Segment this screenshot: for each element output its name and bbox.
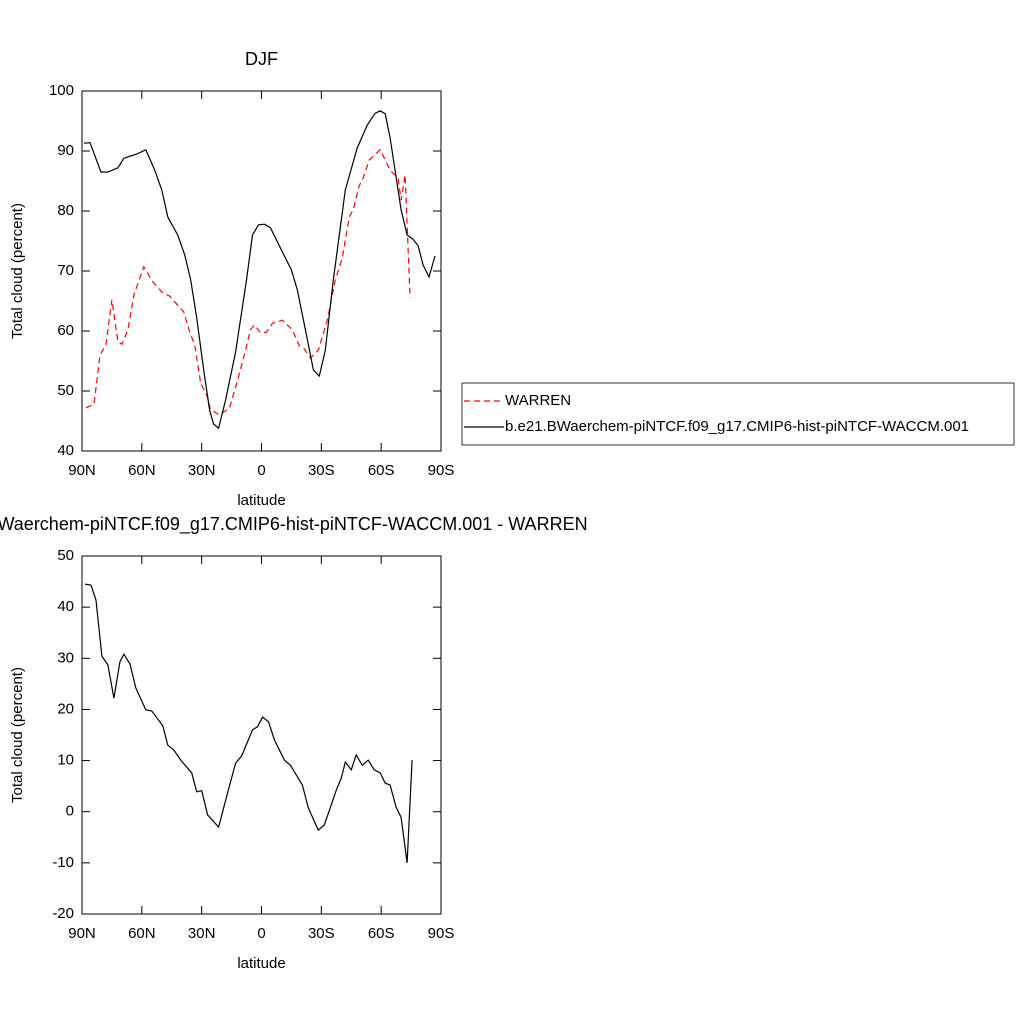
x-tick-label: 90N [68,925,96,942]
x-tick-label: 60S [368,925,395,942]
y-tick-label: 0 [66,803,74,820]
y-tick-label: 40 [57,598,74,615]
y-tick-label: 20 [57,700,74,717]
x-tick-label: 90S [428,462,455,479]
x-tick-label: 30N [188,925,216,942]
data-line [85,148,411,416]
x-tick-label: 60S [368,462,395,479]
y-tick-label: -10 [52,854,74,871]
x-tick-label: 30S [308,462,335,479]
chart-title: b.e21.BWaerchem-piNTCF.f09_g17.CMIP6-his… [0,514,588,535]
x-tick-label: 30S [308,925,335,942]
x-axis-label: latitude [237,955,285,972]
y-tick-label: 10 [57,752,74,769]
y-tick-label: 50 [57,547,74,564]
x-tick-label: 90S [428,925,455,942]
x-tick-label: 60N [128,925,156,942]
data-line [84,583,413,863]
y-tick-label: 100 [49,82,74,99]
y-tick-label: 40 [57,442,74,459]
y-tick-label: 80 [57,202,74,219]
y-tick-label: 70 [57,262,74,279]
y-tick-label: 60 [57,322,74,339]
x-axis-label: latitude [237,492,285,509]
data-line [83,110,436,430]
plot-frame [81,555,442,915]
y-tick-label: 50 [57,382,74,399]
y-tick-label: -20 [52,905,74,922]
legend-label: WARREN [505,392,571,409]
x-tick-label: 30N [188,462,216,479]
y-tick-label: 90 [57,142,74,159]
legend-box [461,382,1015,446]
x-tick-label: 60N [128,462,156,479]
y-axis-label: Total cloud (percent) [9,203,26,339]
x-tick-label: 0 [257,462,265,479]
chart-title: DJF [245,49,278,69]
y-tick-label: 30 [57,649,74,666]
y-axis-label: Total cloud (percent) [9,667,26,803]
legend-label: b.e21.BWaerchem-piNTCF.f09_g17.CMIP6-his… [505,418,969,435]
x-tick-label: 90N [68,462,96,479]
plot-frame [81,90,442,452]
x-tick-label: 0 [257,925,265,942]
